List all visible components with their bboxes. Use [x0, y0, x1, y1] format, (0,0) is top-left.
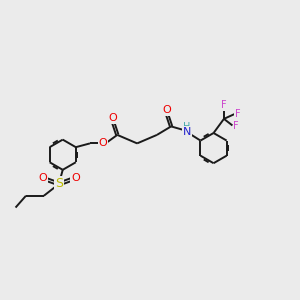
- Text: O: O: [71, 173, 80, 183]
- Text: F: F: [221, 100, 227, 110]
- Text: F: F: [235, 109, 241, 119]
- Text: H: H: [183, 122, 191, 132]
- Text: O: O: [38, 173, 47, 183]
- Text: O: O: [162, 105, 171, 115]
- Text: O: O: [108, 113, 117, 123]
- Text: N: N: [183, 127, 191, 137]
- Text: O: O: [99, 138, 107, 148]
- Text: S: S: [55, 178, 63, 190]
- Text: F: F: [233, 122, 239, 131]
